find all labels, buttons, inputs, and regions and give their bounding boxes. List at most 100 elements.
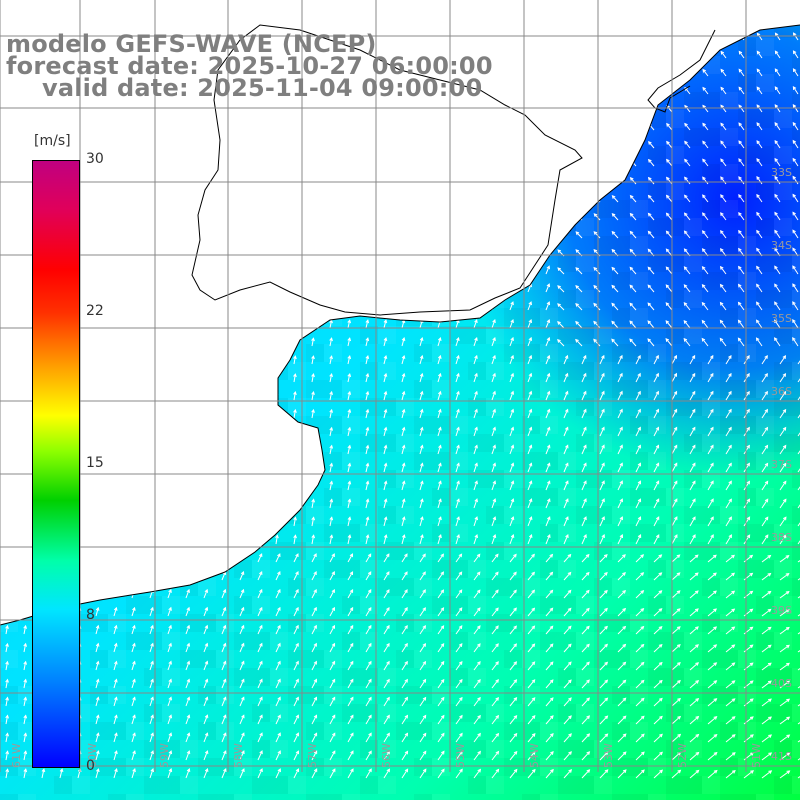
ocean-cell [414, 236, 432, 254]
wind-arrow [203, 285, 206, 292]
ocean-cell [396, 200, 414, 218]
wind-arrow [4, 518, 7, 526]
wind-arrow [4, 214, 7, 220]
ocean-cell [324, 488, 342, 506]
ocean-cell [540, 218, 558, 236]
wind-arrow [185, 159, 188, 166]
ocean-cell [630, 452, 648, 470]
wind-arrow [239, 464, 242, 472]
wind-arrow [4, 483, 7, 490]
wind-arrow [257, 446, 260, 454]
wind-arrow [649, 34, 654, 40]
wind-arrow [203, 106, 206, 112]
ocean-cell [216, 272, 234, 290]
wind-arrow [167, 500, 170, 508]
wind-arrow [293, 159, 296, 166]
wind-arrow [474, 33, 477, 40]
ocean-cell [252, 488, 270, 506]
ocean-cell [792, 542, 800, 560]
wind-arrow [559, 107, 564, 112]
wind-arrow [330, 213, 333, 220]
ocean-cell [108, 272, 126, 290]
wind-arrow [239, 374, 242, 382]
wind-arrow [239, 195, 242, 202]
colorbar-tick-0: 0 [86, 758, 95, 774]
wind-arrow [149, 482, 152, 490]
wind-arrow [558, 196, 564, 202]
ocean-cell [486, 362, 504, 380]
ocean-cell [522, 236, 540, 254]
wind-arrow [420, 33, 423, 40]
ocean-cell [108, 380, 126, 398]
wind-arrow [311, 267, 314, 274]
wind-arrow [185, 142, 188, 148]
ocean-cell [702, 776, 720, 794]
wind-arrow [113, 410, 116, 418]
wind-arrow [22, 447, 25, 454]
wind-arrow [492, 266, 495, 274]
ocean-cell [684, 632, 702, 650]
wind-arrow [257, 535, 260, 544]
ocean-cell [468, 254, 486, 272]
ocean-cell [576, 326, 594, 344]
wind-arrow [546, 87, 549, 94]
ocean-cell [234, 632, 252, 650]
ocean-cell [504, 200, 522, 218]
wind-arrow [631, 124, 636, 130]
ocean-cell [360, 182, 378, 200]
wind-arrow [149, 106, 152, 112]
wind-arrow [510, 69, 513, 76]
ocean-cell [594, 506, 612, 524]
ocean-cell [198, 236, 216, 254]
ocean-cell [180, 542, 198, 560]
wind-arrow [22, 339, 25, 346]
wind-arrow [366, 141, 369, 148]
wind-arrow [22, 268, 25, 274]
ocean-cell [198, 542, 216, 560]
ocean-cell [288, 128, 306, 146]
wind-arrow [384, 195, 387, 202]
wind-arrow [131, 267, 134, 274]
lat-label: 35S [771, 312, 792, 325]
ocean-cell [792, 434, 800, 452]
ocean-cell [162, 434, 180, 452]
ocean-cell [792, 470, 800, 488]
ocean-cell [558, 668, 576, 686]
wind-arrow [185, 357, 188, 364]
wind-arrow [131, 518, 134, 526]
ocean-cell [270, 668, 288, 686]
wind-arrow [221, 303, 224, 310]
wind-arrow [276, 517, 279, 526]
ocean-cell [162, 668, 180, 686]
wind-arrow [131, 536, 134, 544]
wind-arrow [257, 356, 260, 364]
wind-arrow [6, 608, 9, 616]
ocean-cell [774, 632, 792, 650]
ocean-cell [36, 110, 54, 128]
wind-arrow [131, 160, 134, 166]
colorbar-tick-30: 30 [86, 151, 104, 167]
ocean-cell [468, 326, 486, 344]
wind-arrow [595, 70, 600, 76]
wind-arrow [546, 159, 549, 166]
wind-arrow [149, 160, 152, 166]
ocean-cell [198, 308, 216, 326]
wind-arrow [420, 123, 423, 130]
ocean-cell [252, 146, 270, 164]
ocean-cell [522, 452, 540, 470]
ocean-cell [180, 236, 198, 254]
ocean-cell [414, 794, 432, 800]
ocean-cell [126, 452, 144, 470]
wind-arrow [420, 177, 423, 184]
wind-arrow [438, 284, 441, 292]
ocean-cell [0, 308, 18, 326]
wind-arrow [402, 141, 405, 148]
ocean-cell [342, 380, 360, 398]
wind-arrow [221, 159, 224, 166]
wind-arrow [185, 285, 188, 292]
ocean-cell [540, 380, 558, 398]
ocean-cell [630, 722, 648, 740]
ocean-cell [594, 650, 612, 668]
wind-arrow [257, 517, 260, 526]
wind-arrow [510, 87, 513, 94]
